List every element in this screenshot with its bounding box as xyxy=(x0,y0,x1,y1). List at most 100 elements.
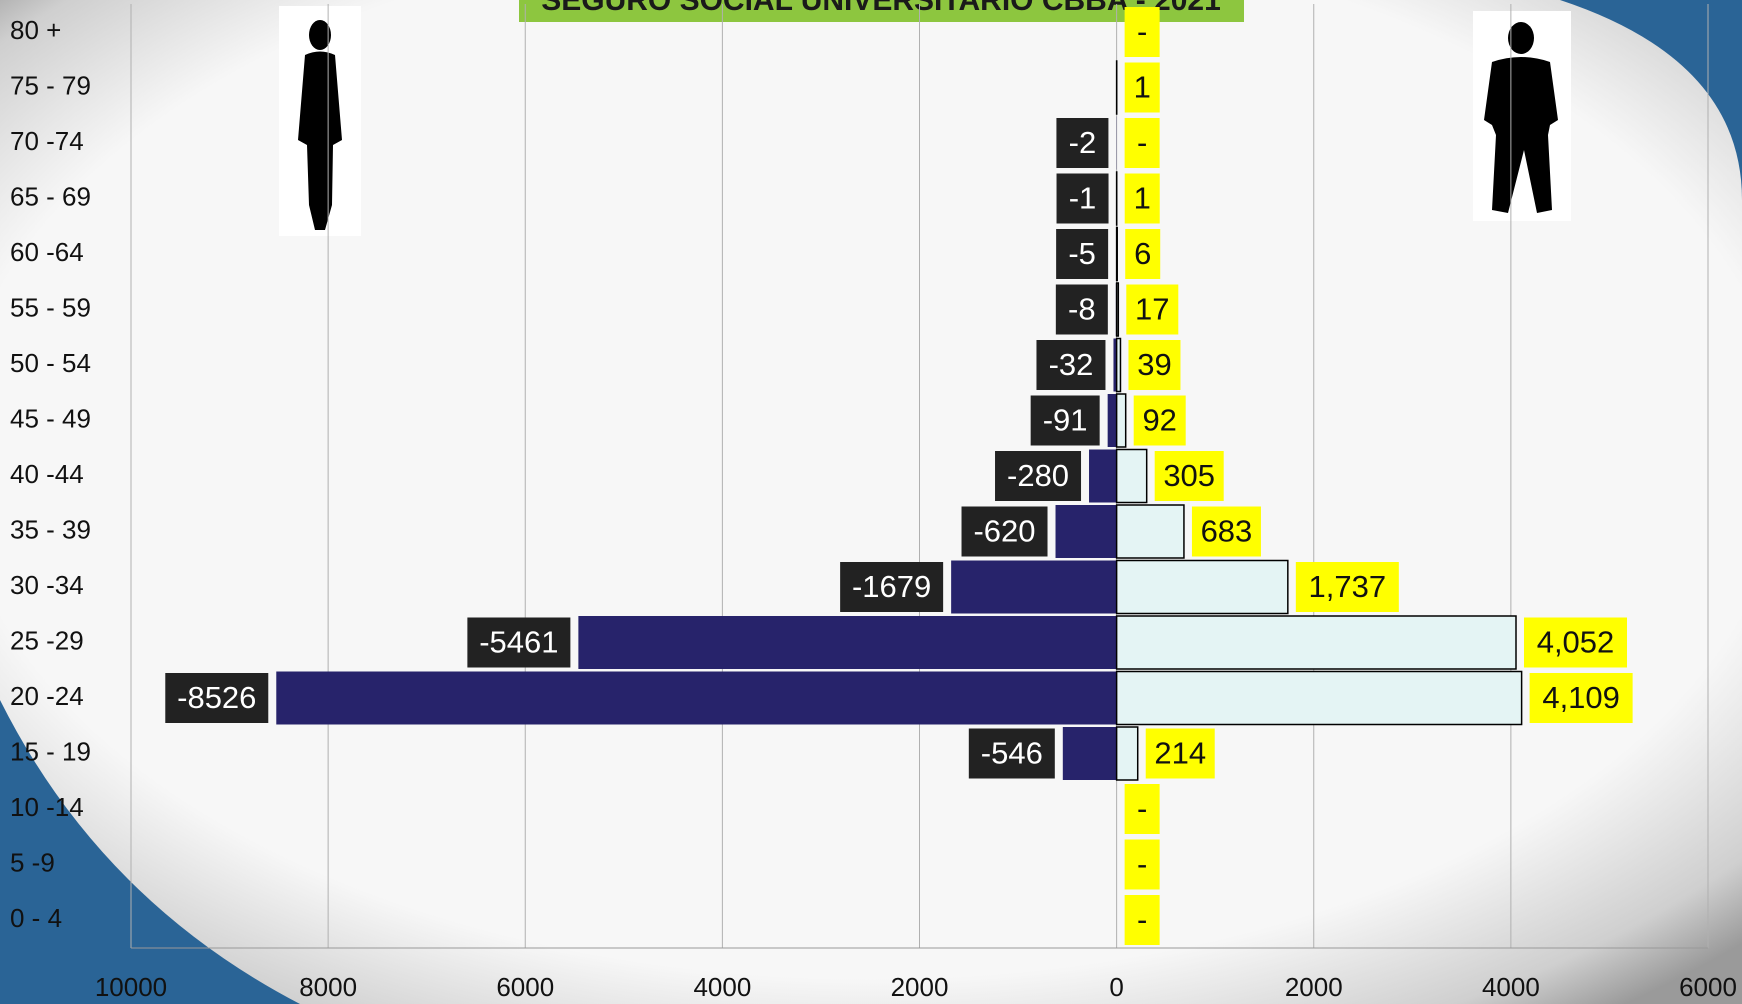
data-label: 305 xyxy=(1163,458,1215,493)
data-label-box xyxy=(1145,728,1215,779)
bar xyxy=(1115,726,1139,781)
y-tick-label: 60 -64 xyxy=(10,237,84,267)
data-label-box xyxy=(1030,395,1100,446)
x-tick-label: 2000 xyxy=(891,972,949,1002)
data-label-box xyxy=(1191,506,1261,557)
data-label-box xyxy=(1056,118,1109,168)
data-label-box xyxy=(165,673,269,723)
data-label: -5 xyxy=(1068,236,1096,271)
y-tick-label: 65 - 69 xyxy=(10,181,91,211)
data-label-box xyxy=(1133,395,1186,446)
y-tick-label: 80 + xyxy=(10,15,61,45)
data-label-box xyxy=(1124,173,1160,224)
data-label-box xyxy=(1056,173,1109,224)
y-tick-label: 70 -74 xyxy=(10,126,84,156)
y-tick-label: 25 -29 xyxy=(10,625,84,655)
data-label: -2 xyxy=(1069,125,1097,160)
data-label: 1,737 xyxy=(1309,569,1387,604)
y-tick-label: 30 -34 xyxy=(10,570,84,600)
data-label-box xyxy=(1056,229,1109,279)
bar xyxy=(276,671,1117,725)
bar xyxy=(1115,337,1122,393)
data-label-box xyxy=(1126,284,1179,335)
bar xyxy=(1115,393,1127,448)
x-tick-label: 4000 xyxy=(1482,972,1540,1002)
y-tick-label: 40 -44 xyxy=(10,459,84,489)
data-label: -8526 xyxy=(177,680,256,715)
data-label-box xyxy=(840,562,944,612)
y-tick-label: 0 - 4 xyxy=(10,903,62,933)
data-label: 39 xyxy=(1137,347,1171,382)
female-icon xyxy=(279,6,361,236)
x-tick-label: 2000 xyxy=(1285,972,1343,1002)
y-tick-label: 15 - 19 xyxy=(10,736,91,766)
data-label: -280 xyxy=(1007,458,1069,493)
data-label-box xyxy=(995,451,1082,501)
bar xyxy=(1089,449,1117,503)
data-label-box xyxy=(1125,229,1161,279)
bar xyxy=(1107,394,1117,447)
bar xyxy=(1115,615,1517,670)
y-tick-label: 75 - 79 xyxy=(10,70,91,100)
bar xyxy=(1055,505,1117,558)
bar xyxy=(1115,448,1148,504)
data-label: -91 xyxy=(1043,403,1088,438)
title-box xyxy=(519,0,1244,22)
y-tick-label: 50 - 54 xyxy=(10,348,91,378)
x-tick-label: 8000 xyxy=(299,972,357,1002)
data-label: - xyxy=(1137,847,1147,882)
y-tick-label: 5 -9 xyxy=(10,847,55,877)
bar xyxy=(1115,670,1523,726)
bar xyxy=(1115,559,1289,615)
y-tick-label: 45 - 49 xyxy=(10,403,91,433)
bar xyxy=(1062,727,1117,780)
data-label: - xyxy=(1137,902,1147,937)
data-label: 1 xyxy=(1134,70,1151,105)
x-tick-label: 0 xyxy=(1109,972,1123,1002)
bar xyxy=(1115,226,1118,282)
data-label: 4,052 xyxy=(1537,625,1615,660)
y-tick-label: 35 - 39 xyxy=(10,514,91,544)
data-label-box xyxy=(1055,284,1108,335)
data-label: -5461 xyxy=(479,625,558,660)
data-label: 4,109 xyxy=(1542,680,1620,715)
bar xyxy=(951,560,1117,614)
y-tick-label: 10 -14 xyxy=(10,792,84,822)
data-label-box xyxy=(1124,7,1160,57)
data-label-box xyxy=(1295,562,1399,612)
data-label-box xyxy=(1124,839,1160,890)
data-label: 214 xyxy=(1154,736,1206,771)
data-label: -8 xyxy=(1068,292,1096,327)
data-label: -620 xyxy=(973,514,1035,549)
y-tick-label: 55 - 59 xyxy=(10,292,91,322)
data-label-box xyxy=(1124,62,1160,113)
data-label: -32 xyxy=(1049,347,1094,382)
data-label: - xyxy=(1137,125,1147,160)
bar xyxy=(1115,504,1185,559)
data-label-box xyxy=(1128,340,1181,390)
data-label: -1 xyxy=(1069,181,1097,216)
data-label-box xyxy=(1529,673,1633,723)
data-label: - xyxy=(1137,791,1147,826)
x-tick-label: 6000 xyxy=(496,972,554,1002)
x-tick-label: 10000 xyxy=(95,972,167,1002)
data-label-box xyxy=(1124,118,1160,168)
bar xyxy=(578,616,1117,669)
data-label: 6 xyxy=(1134,236,1151,271)
y-tick-label: 20 -24 xyxy=(10,681,84,711)
data-label-box xyxy=(968,728,1055,779)
data-label-box xyxy=(467,617,571,668)
bar xyxy=(1113,338,1117,392)
data-label-box xyxy=(1154,451,1224,501)
x-tick-label: 4000 xyxy=(693,972,751,1002)
bar xyxy=(1115,282,1120,337)
data-label-box xyxy=(1124,895,1160,945)
data-label: -1679 xyxy=(852,569,931,604)
data-label: - xyxy=(1137,14,1147,49)
data-label: 1 xyxy=(1134,181,1151,216)
data-label: -546 xyxy=(981,736,1043,771)
x-tick-label: 6000 xyxy=(1679,972,1737,1002)
data-label-box xyxy=(1524,617,1628,668)
